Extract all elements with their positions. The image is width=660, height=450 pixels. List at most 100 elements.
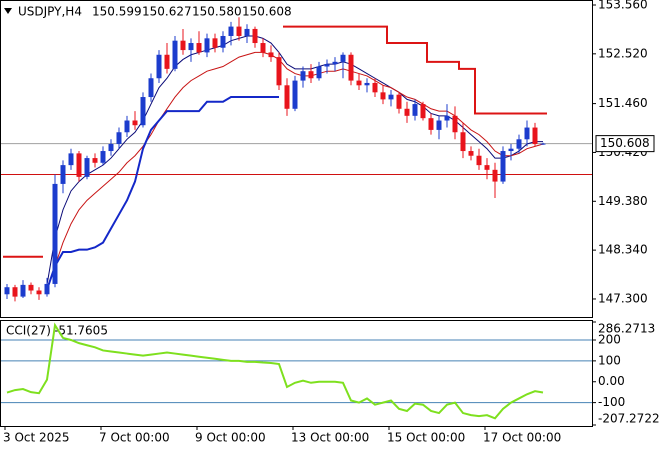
high-label: 150.627 [142,5,192,19]
low-label: 150.580 [192,5,242,19]
candle-body [220,35,226,48]
menu-arrow[interactable] [4,8,12,14]
candle-body [124,120,130,133]
y-tick-label: 148.340 [598,243,648,257]
y-tick-label: 200 [598,333,621,347]
candle-body [180,40,186,51]
candle-body [396,94,402,109]
close-label: 150.608 [242,5,292,19]
candle-body [12,287,18,297]
candle-body [404,108,410,116]
candle-body [132,120,138,126]
candle-body [20,284,26,297]
candle-body [388,94,394,100]
x-tick-label: 9 Oct 00:00 [195,431,266,445]
candle-body [492,169,498,182]
y-tick-label: 286.2713 [598,322,655,336]
candle-body [212,38,218,48]
candle-body [236,26,242,36]
candle-body [340,54,346,62]
y-tick-label: 100 [598,353,621,367]
candle-body [92,158,98,163]
candle-body [84,158,90,177]
candle-body [60,165,66,184]
price-tag [595,135,655,153]
price-panel [0,0,593,318]
indicator-line [3,25,547,258]
candle-body [356,80,362,86]
symbol: USDJPY,H4 [18,5,82,19]
candle-body [364,82,370,86]
x-tick-label: 3 Oct 2025 [3,431,70,445]
candle-body [260,43,266,53]
candle-body [76,153,82,177]
cci-panel [0,320,593,427]
x-tick-label: 15 Oct 00:00 [387,431,465,445]
candle-body [508,148,514,152]
candle-body [484,165,490,170]
candle-body [460,132,466,152]
y-tick-label: -100 [598,395,625,409]
candle-body [292,80,298,109]
candle-body [140,97,146,126]
candle-body [68,153,74,166]
candle-body [420,104,426,119]
x-tick-label: 13 Oct 00:00 [291,431,369,445]
price-tag-label: 150.608 [600,136,650,150]
candle-body [452,115,458,133]
candle-body [196,43,202,53]
candle-body [300,71,306,81]
indicator-line [46,96,279,290]
y-tick-label: 152.520 [598,46,648,60]
y-tick-label: -207.2722 [598,412,660,426]
candle-body [44,283,50,295]
candle-body [52,183,58,284]
y-tick-label: 151.460 [598,96,648,110]
candle-body [204,38,210,53]
candle-body [148,78,154,98]
candle-body [244,28,250,36]
candle-body [4,287,10,295]
candle-body [116,132,122,144]
candle-body [436,120,442,130]
cci-line [6,322,544,420]
candle-body [28,284,34,291]
candle-body [516,139,522,149]
candle-body [468,151,474,156]
indicator-line [46,35,543,285]
candle-body [372,82,378,93]
x-tick-label: 17 Oct 00:00 [483,431,561,445]
candle-body [36,290,42,295]
candle-body [532,127,538,145]
candle-body [284,85,290,109]
candle-body [540,143,546,145]
candle-body [428,118,434,130]
candle-body [476,155,482,166]
y-tick-label: 149.380 [598,194,648,208]
candle-body [308,71,314,79]
x-tick-label: 7 Oct 00:00 [99,431,170,445]
candle-body [188,43,194,51]
candle-body [228,26,234,36]
cci-label: CCI(27) [6,324,51,338]
y-tick-label: 0.00 [598,374,625,388]
candle-body [100,151,106,163]
candle-body [500,151,506,182]
cci-value: -51.7605 [54,324,108,338]
candle-body [108,143,114,152]
candle-body [164,54,170,69]
y-tick-label: 147.300 [598,291,648,305]
candle-body [444,115,450,121]
indicator-line [46,51,544,290]
candle-body [252,28,258,44]
candle-body [172,40,178,69]
open-label: 150.599 [92,5,142,19]
y-tick-label: 153.560 [598,0,648,11]
candle-body [524,127,530,140]
candle-body [316,66,322,79]
candle-body [348,54,354,81]
candle-body [324,64,330,67]
candle-body [380,92,386,100]
candle-body [156,54,162,79]
